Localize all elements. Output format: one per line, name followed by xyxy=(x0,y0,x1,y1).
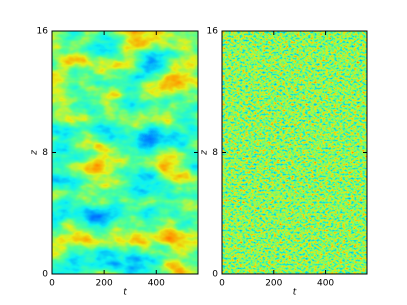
y-tick-label: 8 xyxy=(42,148,48,158)
y-tick-label: 8 xyxy=(212,148,218,158)
heatmap-image xyxy=(222,31,367,274)
x-tick-label: 0 xyxy=(49,279,55,289)
y-axis-label: z xyxy=(200,150,210,156)
x-tick-label: 0 xyxy=(219,279,225,289)
x-tick-label: 400 xyxy=(148,279,165,289)
x-tick-label: 200 xyxy=(96,279,113,289)
heatmap-image xyxy=(52,31,198,274)
y-tick-label: 16 xyxy=(207,27,219,37)
x-axis-label: t xyxy=(123,288,127,298)
y-tick-label: 0 xyxy=(42,270,48,280)
x-tick-label: 400 xyxy=(317,279,334,289)
y-tick-label: 0 xyxy=(212,270,218,280)
y-axis-label: z xyxy=(30,150,40,156)
x-tick-label: 200 xyxy=(265,279,282,289)
y-tick-label: 16 xyxy=(37,27,49,37)
x-axis-label: t xyxy=(293,288,297,298)
